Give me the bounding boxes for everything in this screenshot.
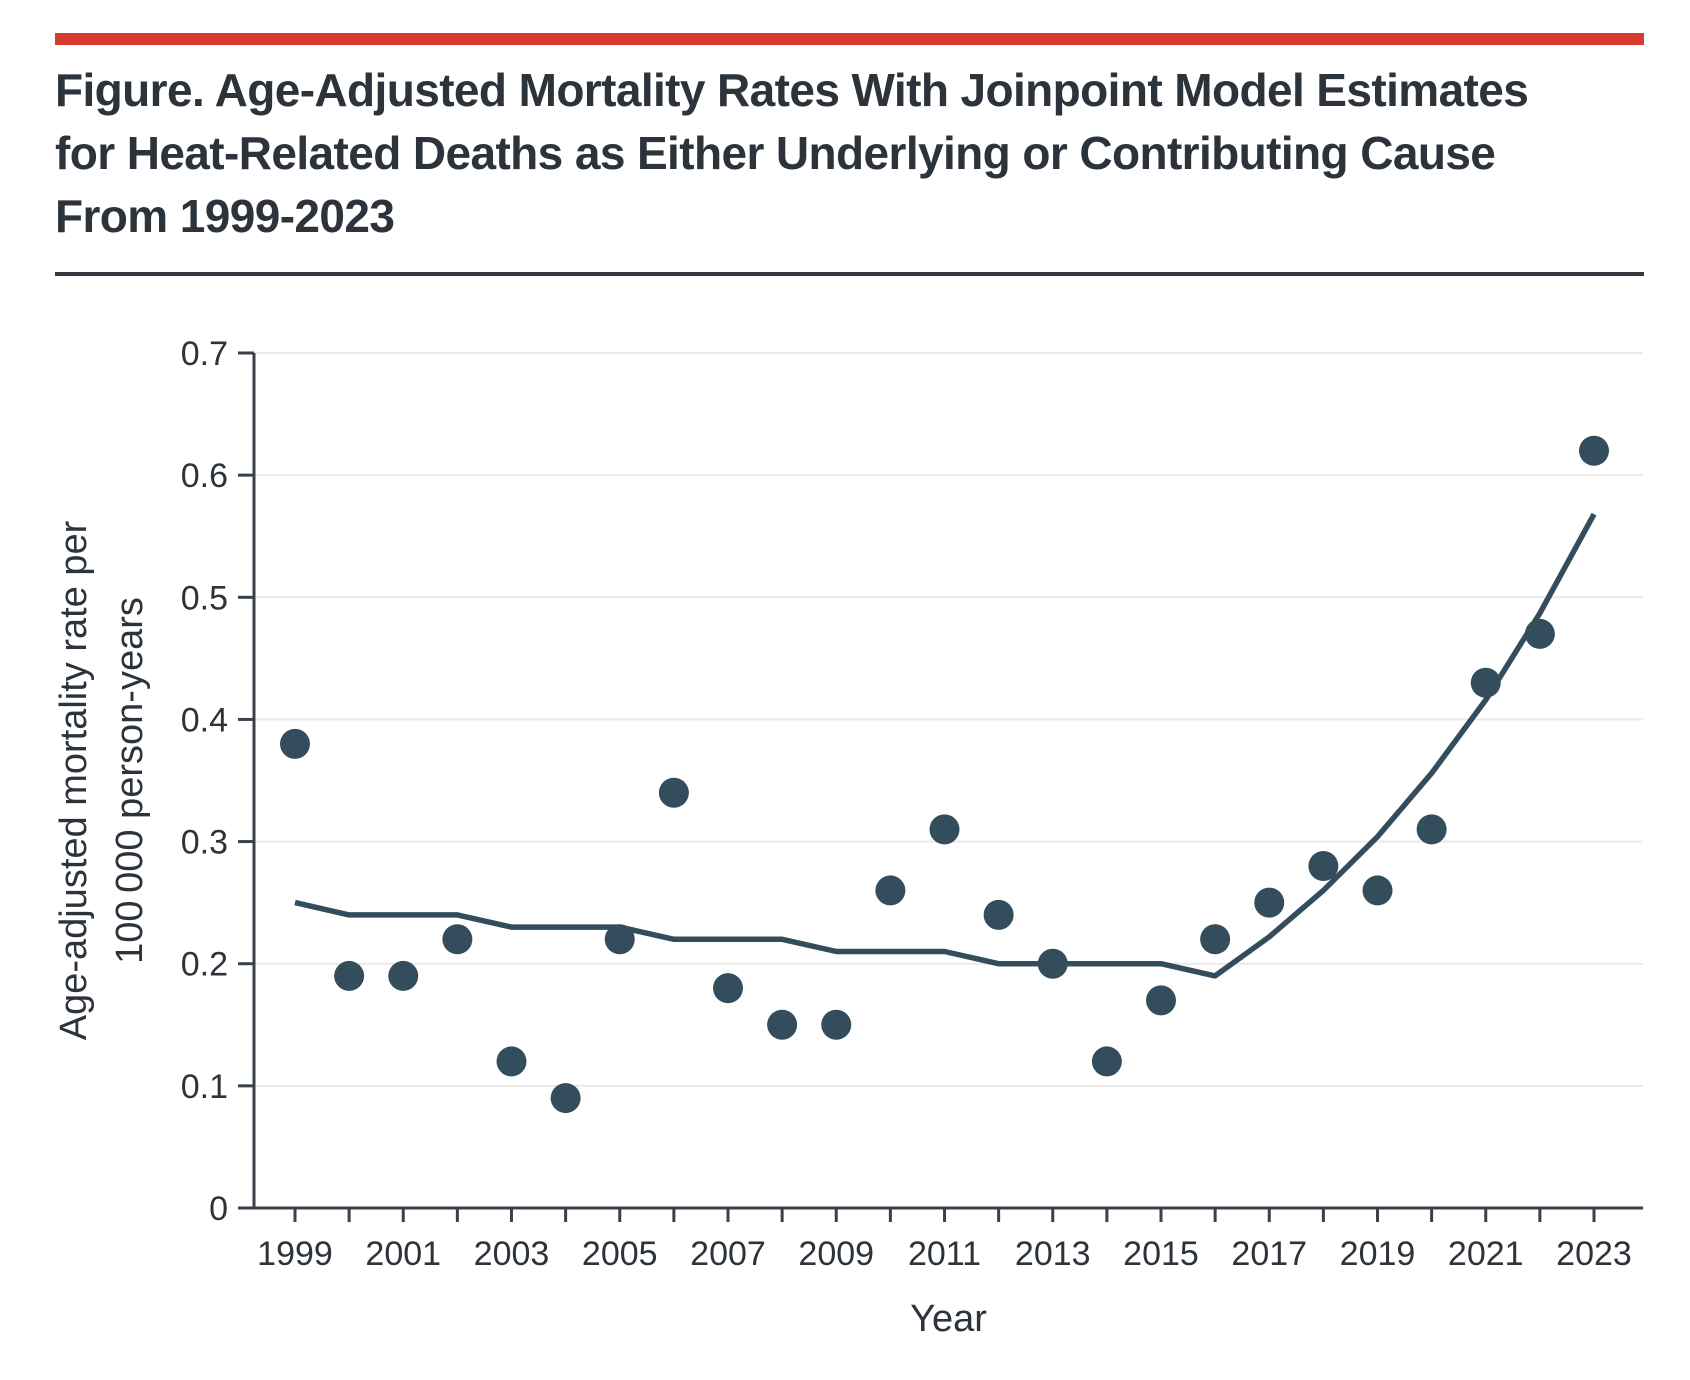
data-point-2009 bbox=[821, 1009, 852, 1040]
y-tick-label: 0.1 bbox=[181, 1068, 228, 1106]
x-tick-label: 2001 bbox=[365, 1235, 441, 1273]
figure-title-line-3: From 1999-2023 bbox=[55, 190, 395, 242]
y-tick-label: 0.7 bbox=[181, 335, 228, 373]
x-tick-label: 2015 bbox=[1123, 1235, 1199, 1273]
figure-title: Figure. Age-Adjusted Mortality Rates Wit… bbox=[55, 59, 1644, 248]
x-tick-label: 2011 bbox=[908, 1235, 981, 1273]
x-axis-title: Year bbox=[910, 1298, 987, 1340]
data-point-2002 bbox=[442, 924, 473, 955]
title-divider bbox=[55, 272, 1644, 276]
data-point-1999 bbox=[280, 728, 310, 759]
figure-title-line-2: for Heat-Related Deaths as Either Underl… bbox=[55, 127, 1496, 179]
y-tick-label: 0.3 bbox=[181, 824, 228, 862]
data-point-2008 bbox=[767, 1009, 798, 1040]
data-point-2000 bbox=[334, 960, 365, 991]
x-tick-label: 2009 bbox=[798, 1235, 874, 1273]
x-tick-label: 1999 bbox=[257, 1235, 333, 1273]
y-axis-title-line-2: 100 000 person-years bbox=[109, 597, 151, 964]
data-point-2014 bbox=[1091, 1046, 1122, 1077]
data-point-2016 bbox=[1200, 924, 1231, 955]
data-point-2001 bbox=[388, 960, 419, 991]
data-point-2013 bbox=[1037, 948, 1068, 979]
data-point-2023 bbox=[1579, 435, 1609, 466]
x-tick-label: 2017 bbox=[1231, 1235, 1307, 1273]
data-point-2004 bbox=[550, 1083, 581, 1114]
data-point-2012 bbox=[983, 899, 1014, 930]
data-point-2021 bbox=[1470, 667, 1501, 698]
joinpoint-chart: 0 0.1 0.2 0.3 0.4 0.5 0.6 0.7 1999 2001 2003 2005 20… bbox=[53, 335, 1643, 1340]
y-tick-label: 0.2 bbox=[181, 946, 228, 984]
data-point-2017 bbox=[1254, 887, 1285, 918]
x-tick-label: 2021 bbox=[1448, 1235, 1524, 1273]
data-point-2022 bbox=[1524, 618, 1555, 649]
data-point-2015 bbox=[1146, 985, 1176, 1016]
x-tick-label: 2007 bbox=[690, 1235, 766, 1273]
y-axis-title-line-1: Age-adjusted mortality rate per bbox=[53, 520, 95, 1040]
data-point-2007 bbox=[713, 973, 743, 1004]
data-point-2010 bbox=[875, 875, 906, 906]
data-point-2018 bbox=[1308, 851, 1339, 881]
figure-title-line-1: Figure. Age-Adjusted Mortality Rates Wit… bbox=[55, 64, 1529, 116]
x-tick-label: 2003 bbox=[474, 1235, 550, 1273]
data-point-2006 bbox=[658, 777, 689, 808]
y-tick-label: 0.6 bbox=[181, 457, 228, 495]
data-point-2020 bbox=[1416, 814, 1447, 845]
accent-bar bbox=[55, 33, 1644, 45]
y-tick-label: 0 bbox=[209, 1190, 228, 1228]
figure-card: Figure. Age-Adjusted Mortality Rates Wit… bbox=[55, 33, 1644, 276]
x-tick-label: 2023 bbox=[1556, 1235, 1632, 1273]
data-point-2003 bbox=[496, 1046, 527, 1077]
x-tick-label: 2005 bbox=[582, 1235, 658, 1273]
model-line bbox=[294, 512, 1597, 979]
y-tick-label: 0.5 bbox=[181, 579, 228, 617]
x-tick-label: 2019 bbox=[1340, 1235, 1416, 1273]
y-tick-label: 0.4 bbox=[181, 701, 228, 739]
x-tick-label: 2013 bbox=[1015, 1235, 1091, 1273]
data-point-2019 bbox=[1362, 875, 1393, 906]
data-point-2005 bbox=[604, 924, 635, 955]
data-point-2011 bbox=[929, 814, 960, 845]
